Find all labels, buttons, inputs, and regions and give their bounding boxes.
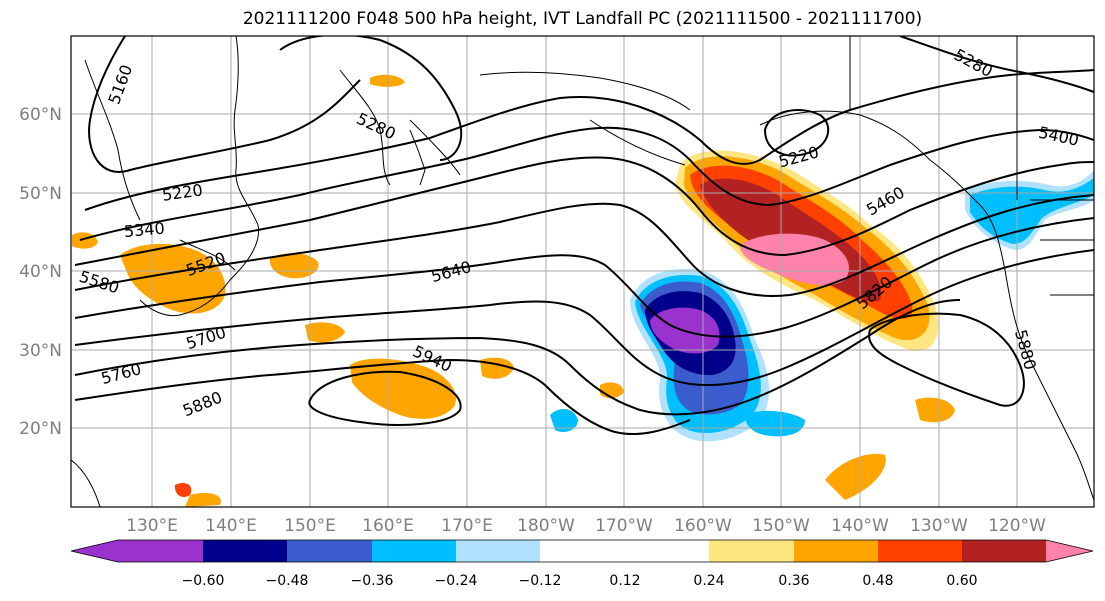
colorbar-tick-label: −0.36 [351,573,394,589]
lon-label-170E: 170°E [441,516,493,536]
colorbar-segments [118,540,1046,562]
lon-label-160W: 160°W [674,516,732,536]
colorbar-segment [625,540,709,562]
latitude-labels: 60°N 50°N 40°N 30°N 20°N [19,105,62,439]
colorbar-tick-label: 0.12 [609,573,640,589]
colorbar-segment [540,540,625,562]
lat-label-50: 50°N [19,184,62,204]
lon-label-170W: 170°W [595,516,653,536]
colorbar: −0.60 −0.48 −0.36 −0.24 −0.12 0.12 0.24 … [70,539,1094,589]
colorbar-tick-labels: −0.60 −0.48 −0.36 −0.24 −0.12 0.12 0.24 … [182,573,978,589]
colorbar-segment [287,540,372,562]
colorbar-tick-label: −0.60 [182,573,225,589]
plot-frame [70,35,1095,508]
lon-label-180W: 180°W [517,516,575,536]
lon-label-140E: 140°E [205,516,257,536]
colorbar-segment [962,540,1046,562]
graticule [71,36,1094,507]
lon-label-140W: 140°W [831,516,889,536]
colorbar-high-extend [1046,540,1093,562]
colorbar-segment [372,540,456,562]
lat-label-20: 20°N [19,419,62,439]
colorbar-segment [118,540,203,562]
colorbar-low-extend [71,540,118,562]
colorbar-segment [878,540,962,562]
colorbar-tick-label: −0.48 [266,573,309,589]
lat-label-30: 30°N [19,341,62,361]
colorbar-tick-label: −0.24 [435,573,478,589]
lon-label-120W: 120°W [988,516,1046,536]
lat-label-60: 60°N [19,105,62,125]
lon-label-150W: 150°W [752,516,810,536]
map-title: 2021111200 F048 500 hPa height, IVT Land… [242,9,923,29]
minor-positive-patches [72,74,955,507]
longitude-labels: 130°E 140°E 150°E 160°E 170°E 180°W 170°… [126,516,1046,536]
lon-label-160E: 160°E [362,516,414,536]
lon-label-130E: 130°E [126,516,178,536]
lon-label-150E: 150°E [284,516,336,536]
colorbar-tick-label: 0.60 [946,573,977,589]
height-contours [74,36,1094,436]
colorbar-tick-label: −0.12 [519,573,562,589]
lat-label-40: 40°N [19,262,62,282]
colorbar-segment [794,540,878,562]
lon-label-130W: 130°W [910,516,968,536]
colorbar-tick-label: 0.36 [778,573,809,589]
colorbar-tick-label: 0.24 [693,573,724,589]
colorbar-segment [203,540,287,562]
contour-label: 5340 [123,219,165,241]
colorbar-outline [70,539,1094,563]
colorbar-segment [709,540,794,562]
colorbar-tick-label: 0.48 [862,573,893,589]
colorbar-segment [456,540,540,562]
